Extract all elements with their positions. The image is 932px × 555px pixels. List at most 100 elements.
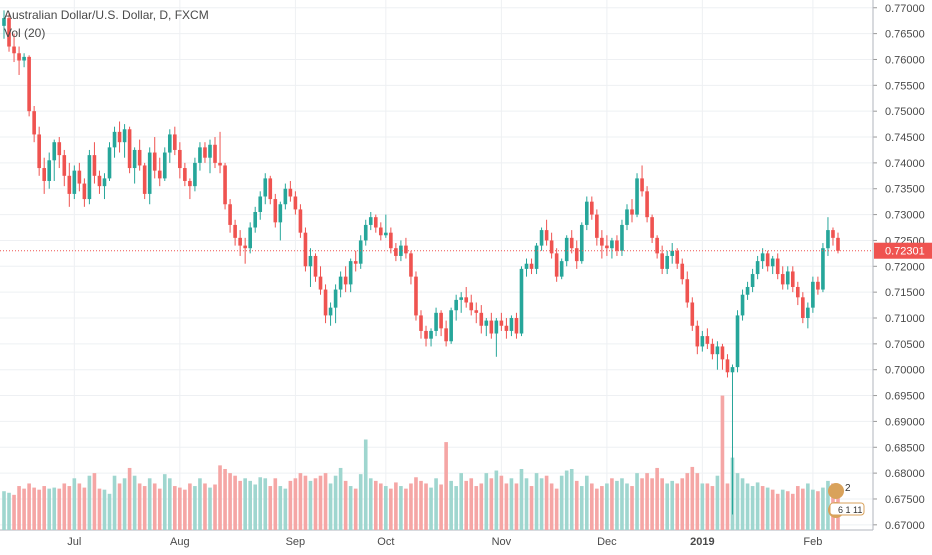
volume-bar (268, 486, 273, 530)
volume-bar (489, 478, 494, 530)
volume-bar (605, 483, 609, 530)
volume-bar (740, 478, 745, 530)
volume-bar (635, 473, 639, 530)
candle-body (680, 263, 685, 280)
candle-body (645, 191, 649, 218)
candle-body (293, 196, 298, 210)
candle-body (228, 204, 232, 225)
x-tick-label: Nov (492, 536, 512, 548)
volume-bar (459, 473, 464, 530)
candle-body (77, 170, 82, 184)
volume-bar (283, 488, 288, 530)
volume-bar (806, 483, 810, 530)
candle-body (554, 253, 559, 277)
volume-bar (27, 483, 31, 530)
candle-body (37, 134, 41, 169)
volume-bar (112, 475, 117, 530)
candle-body (298, 209, 303, 233)
volume-bar (378, 483, 383, 530)
volume-bar (700, 483, 705, 530)
candle-body (484, 320, 489, 326)
volume-bar (584, 475, 589, 530)
volume-bar (660, 478, 664, 530)
candle-body (2, 18, 6, 26)
candle-body (102, 178, 107, 187)
y-tick-label: 0.76500 (885, 29, 925, 41)
volume-bar (243, 478, 247, 530)
candle-body (178, 149, 182, 169)
volume-bar (590, 483, 594, 530)
volume-bar (167, 478, 172, 530)
candle-body (529, 263, 534, 269)
volume-bar (574, 480, 579, 530)
y-tick-label: 0.69000 (885, 416, 925, 428)
candle-body (223, 165, 227, 205)
candle-body (625, 209, 629, 225)
candle-body (836, 237, 840, 251)
volume-bar (564, 470, 569, 530)
volume-bar (358, 474, 363, 530)
candle-body (17, 53, 21, 61)
candle-body (253, 212, 258, 228)
volume-bar (439, 484, 443, 530)
volume-bar (479, 483, 484, 530)
chart-title: Australian Dollar/U.S. Dollar, D, FXCM (4, 8, 209, 22)
volume-bar (630, 486, 634, 530)
volume-bar (323, 473, 328, 530)
y-tick-label: 0.77000 (885, 3, 925, 15)
candle-body (122, 129, 127, 143)
candle-body (27, 56, 31, 112)
volume-bar (795, 486, 800, 530)
x-tick-label: Dec (597, 536, 617, 548)
candle-body (132, 149, 137, 169)
candle-body (464, 297, 469, 303)
event-badge-count: 2 (845, 483, 851, 494)
volume-bar (534, 473, 539, 530)
volume-bar (203, 483, 207, 530)
volume-bar (449, 480, 453, 530)
candle-body (509, 318, 514, 331)
volume-bar (57, 488, 62, 530)
volume-bar (258, 477, 263, 530)
volume-bar (188, 483, 192, 530)
volume-bar (770, 489, 775, 530)
volume-bar (680, 478, 685, 530)
candle-body (705, 336, 710, 344)
volume-bar (102, 489, 107, 530)
volume-bar (444, 442, 448, 530)
candle-body (499, 320, 504, 326)
candle-body (268, 178, 273, 200)
candle-body (87, 155, 92, 200)
candle-body (549, 240, 554, 254)
candle-body (600, 237, 604, 246)
candle-body (826, 230, 830, 249)
volume-bar (454, 486, 458, 530)
volume-bar (760, 486, 765, 530)
volume-bar (409, 483, 413, 530)
volume-bar (127, 467, 132, 530)
candle-body (459, 297, 464, 300)
volume-bar (429, 487, 433, 530)
candle-body (504, 325, 509, 331)
x-tick-label: 2019 (690, 536, 714, 548)
candle-body (173, 134, 177, 150)
candle-body (353, 261, 358, 264)
candle-body (685, 279, 690, 303)
volume-bar (7, 492, 11, 530)
candle-body (323, 289, 328, 316)
volume-bar (665, 483, 669, 530)
volume-bar (368, 478, 373, 530)
volume-bar (72, 478, 77, 530)
candle-body (263, 178, 268, 197)
candle-body (811, 281, 815, 308)
volume-bar (273, 478, 278, 530)
candle-body (519, 268, 524, 334)
candle-body (218, 162, 222, 166)
volume-bar (710, 486, 715, 530)
candle-body (243, 245, 247, 249)
candle-body (454, 299, 458, 311)
candle-body (62, 155, 67, 176)
candle-body (183, 168, 187, 181)
